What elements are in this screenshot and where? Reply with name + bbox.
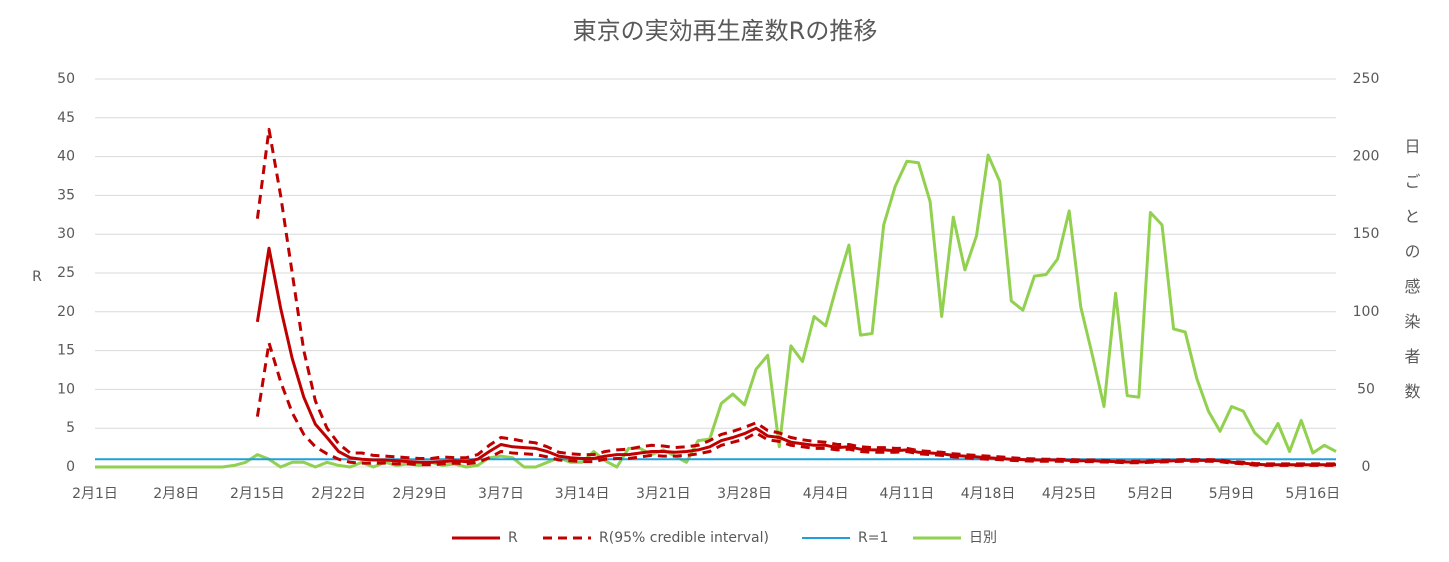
y-tick-label: 30: [57, 226, 75, 242]
legend-label: R=1: [858, 530, 888, 546]
y2-tick-label: 200: [1353, 149, 1380, 165]
legend-label: 日別: [969, 530, 997, 546]
y2-tick-label: 100: [1353, 304, 1380, 320]
y-tick-label: 40: [57, 149, 75, 165]
x-tick-label: 2月8日: [153, 486, 199, 502]
y-tick-label: 10: [57, 381, 75, 397]
y-tick-label: 5: [66, 420, 75, 436]
x-tick-label: 5月16日: [1285, 486, 1340, 502]
y-tick-label: 15: [57, 343, 75, 359]
x-tick-label: 2月15日: [230, 486, 285, 502]
legend-label: R(95% credible interval): [599, 530, 769, 546]
x-tick-label: 5月9日: [1209, 486, 1255, 502]
x-tick-label: 2月1日: [72, 486, 118, 502]
x-tick-label: 2月29日: [392, 486, 447, 502]
y2-tick-label: 250: [1353, 71, 1380, 87]
y-tick-label: 35: [57, 187, 75, 203]
y-tick-label: 50: [57, 71, 75, 87]
x-tick-label: 5月2日: [1128, 486, 1174, 502]
x-tick-label: 4月25日: [1042, 486, 1097, 502]
x-tick-label: 3月21日: [636, 486, 691, 502]
y-tick-label: 20: [57, 304, 75, 320]
y2-tick-label: 0: [1362, 459, 1371, 475]
y2-axis-title: 日ごとの感染者数: [1402, 138, 1421, 418]
y-tick-label: 0: [66, 459, 75, 475]
y2-tick-label: 50: [1357, 381, 1375, 397]
y2-tick-label: 150: [1353, 226, 1380, 242]
x-tick-label: 3月28日: [717, 486, 772, 502]
series-line: [255, 341, 1336, 467]
series-line: [255, 127, 1336, 466]
x-tick-label: 3月14日: [555, 486, 610, 502]
chart-title: 東京の実効再生産数Rの推移: [573, 17, 878, 45]
y-tick-label: 45: [57, 110, 75, 126]
x-tick-label: 4月11日: [880, 486, 935, 502]
y-axis-title: R: [32, 269, 42, 285]
x-tick-label: 4月4日: [803, 486, 849, 502]
legend-label: R: [508, 530, 518, 546]
x-tick-label: 2月22日: [311, 486, 366, 502]
y-tick-label: 25: [57, 265, 75, 281]
x-tick-label: 3月7日: [478, 486, 524, 502]
x-tick-label: 4月18日: [961, 486, 1016, 502]
series-line: [255, 246, 1336, 467]
series-line: [95, 153, 1337, 469]
